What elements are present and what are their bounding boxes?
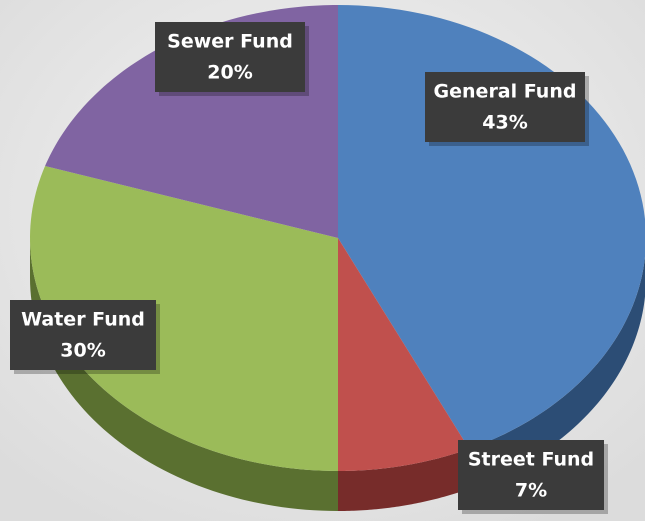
slice-side <box>469 256 645 489</box>
label-box <box>458 440 604 510</box>
value-label: 43% <box>482 112 527 134</box>
category-label: Sewer Fund <box>167 31 293 53</box>
label-box <box>155 22 305 92</box>
slice-side <box>30 238 338 511</box>
category-label: Street Fund <box>468 449 594 471</box>
pie-slice <box>338 238 470 471</box>
value-label: 7% <box>515 480 547 502</box>
label-box <box>10 300 156 370</box>
value-label: 20% <box>207 62 252 84</box>
category-label: General Fund <box>434 81 577 103</box>
category-label: Water Fund <box>21 309 145 331</box>
slice-side <box>338 448 470 511</box>
label-box <box>425 72 585 142</box>
value-label: 30% <box>60 340 105 362</box>
pie-slice <box>30 165 339 472</box>
